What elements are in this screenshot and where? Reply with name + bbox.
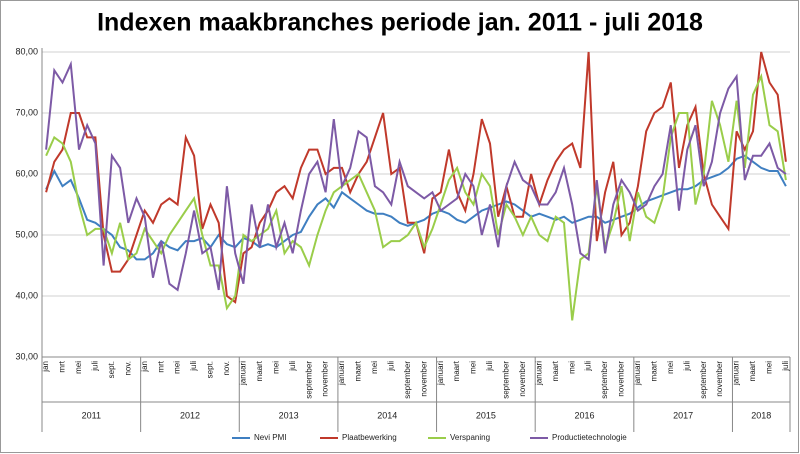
x-tick-label: maart xyxy=(354,360,363,381)
year-label: 2012 xyxy=(180,410,200,420)
x-tick-label: sept. xyxy=(107,361,116,378)
series-line xyxy=(45,60,787,292)
y-tick-label: 80,00 xyxy=(15,46,38,56)
year-label: 2014 xyxy=(377,410,397,420)
year-label: 2015 xyxy=(476,410,496,420)
x-tick-label: mei xyxy=(370,361,379,374)
x-tick-label: maart xyxy=(255,360,264,381)
x-tick-label: mei xyxy=(271,361,280,374)
year-label: 2018 xyxy=(751,410,771,420)
x-tick-label: september xyxy=(304,361,313,399)
x-tick-label: mei xyxy=(567,361,576,374)
legend-label: Plaatbewerking xyxy=(342,433,397,442)
x-tick-label: mei xyxy=(765,361,774,374)
x-tick-label: juli xyxy=(485,361,494,372)
x-tick-label: juli xyxy=(781,361,790,372)
year-label: 2016 xyxy=(574,410,594,420)
x-tick-label: juli xyxy=(288,361,297,372)
legend-label: Nevi PMI xyxy=(254,433,286,442)
x-tick-label: mrt xyxy=(156,360,165,372)
x-tick-label: januari xyxy=(732,361,741,386)
year-label: 2011 xyxy=(82,410,101,420)
x-tick-label: september xyxy=(600,361,609,399)
x-tick-label: november xyxy=(617,361,626,397)
x-tick-label: mei xyxy=(74,361,83,374)
legend-label: Productietechnologie xyxy=(552,433,627,442)
x-tick-label: maart xyxy=(748,360,757,381)
x-tick-label: juli xyxy=(682,361,691,372)
x-tick-label: mei xyxy=(666,361,675,374)
x-tick-label: maart xyxy=(452,360,461,381)
x-tick-label: mei xyxy=(469,361,478,374)
x-tick-label: juli xyxy=(584,361,593,372)
x-tick-label: mei xyxy=(173,361,182,374)
y-tick-label: 30,00 xyxy=(15,351,38,361)
x-tick-label: maart xyxy=(649,360,658,381)
legend-label: Verspaning xyxy=(450,433,490,442)
x-tick-label: juli xyxy=(386,361,395,372)
x-tick-label: maart xyxy=(551,360,560,381)
year-label: 2017 xyxy=(673,410,693,420)
x-tick-label: sept. xyxy=(206,361,215,378)
y-tick-label: 70,00 xyxy=(15,107,38,117)
y-tick-label: 60,00 xyxy=(15,168,38,178)
x-tick-label: november xyxy=(715,361,724,397)
x-tick-label: juli xyxy=(189,361,198,372)
x-tick-label: januari xyxy=(436,361,445,386)
x-tick-label: september xyxy=(403,361,412,399)
x-tick-label: september xyxy=(502,361,511,399)
x-tick-label: nov. xyxy=(222,361,231,376)
x-tick-label: juli xyxy=(91,361,100,372)
x-tick-label: mrt xyxy=(58,360,67,372)
x-tick-label: januari xyxy=(337,361,346,386)
x-tick-label: nov. xyxy=(123,361,132,376)
chart-title: Indexen maakbranches periode jan. 2011 -… xyxy=(97,9,703,37)
x-tick-label: november xyxy=(419,361,428,397)
x-tick-label: september xyxy=(699,361,708,399)
x-tick-label: november xyxy=(518,361,527,397)
x-tick-label: januari xyxy=(238,361,247,386)
y-tick-label: 50,00 xyxy=(15,229,38,239)
series-line xyxy=(45,72,787,321)
x-tick-label: januari xyxy=(633,361,642,386)
x-tick-label: januari xyxy=(534,361,543,386)
x-tick-label: jan xyxy=(41,361,50,373)
x-tick-label: jan xyxy=(140,361,149,373)
y-tick-label: 40,00 xyxy=(15,290,38,300)
year-label: 2013 xyxy=(279,410,299,420)
x-tick-label: november xyxy=(321,361,330,397)
